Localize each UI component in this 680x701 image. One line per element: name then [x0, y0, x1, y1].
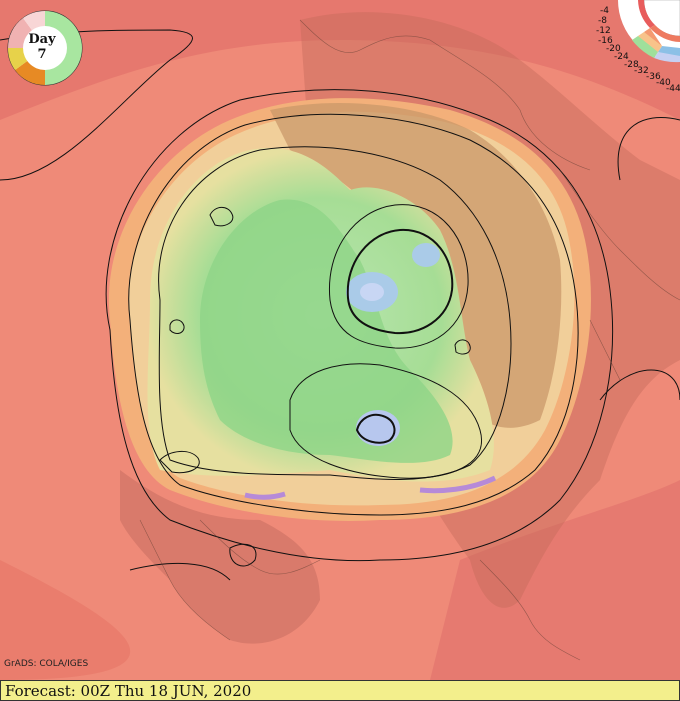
- forecast-map: Day 7 -4 -8 -12 -16 -20 -24 -28 -32 -36 …: [0, 0, 680, 680]
- scale-tick: -20: [606, 44, 621, 54]
- color-scale: [618, 0, 680, 63]
- purple-band-west: [244, 491, 286, 500]
- day-dial: [7, 10, 83, 86]
- purple-band-east: [419, 475, 497, 494]
- scale-tick: -40: [656, 78, 671, 88]
- scale-tick: -32: [634, 66, 649, 76]
- forecast-footer: Forecast: 00Z Thu 18 JUN, 2020: [0, 680, 680, 701]
- forecast-label: Forecast: 00Z Thu 18 JUN, 2020: [5, 681, 252, 700]
- scale-tick: -24: [614, 52, 629, 62]
- scale-tick: -8: [598, 16, 607, 26]
- scale-tick: -36: [646, 72, 661, 82]
- low-core-siberia: [360, 283, 384, 301]
- scale-tick: -28: [624, 60, 639, 70]
- southeast-band: [430, 480, 680, 680]
- day-label: Day: [28, 32, 56, 47]
- scale-tick: -16: [598, 36, 613, 46]
- southwest-band: [0, 560, 131, 680]
- day-number: 7: [37, 47, 47, 62]
- scale-tick: -12: [596, 26, 611, 36]
- day-indicator: Day 7: [22, 32, 62, 62]
- low-pressure-kara: [412, 243, 440, 267]
- contour-lines: [0, 29, 680, 581]
- north-america-landmass: [120, 470, 320, 644]
- arctic-core: [200, 199, 453, 463]
- scale-tick: -4: [600, 6, 609, 16]
- scale-tick: -44: [666, 84, 680, 94]
- coastlines: [139, 19, 680, 661]
- color-scale-labels: -4 -8 -12 -16 -20 -24 -28 -32 -36 -40 -4…: [590, 0, 680, 100]
- map-canvas: [0, 0, 680, 680]
- credit-text: GrADS: COLA/IGES: [4, 659, 89, 669]
